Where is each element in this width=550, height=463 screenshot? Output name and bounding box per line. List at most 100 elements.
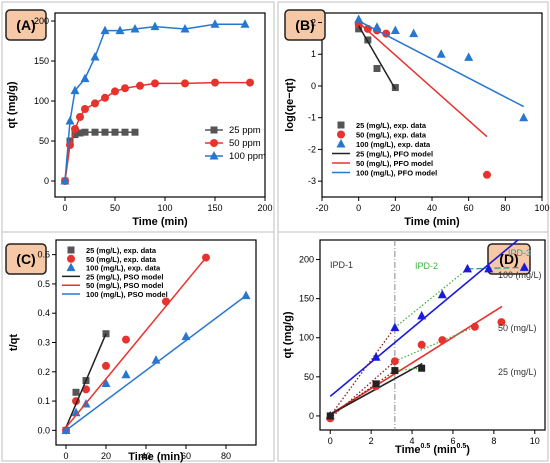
plot-data — [61, 253, 251, 435]
data-point — [326, 412, 334, 420]
series-2 — [60, 19, 250, 185]
y-tick-label: 0 — [309, 411, 314, 421]
data-point — [90, 52, 100, 61]
x-tick-label: 40 — [141, 451, 151, 461]
x-tick-label: 2 — [369, 436, 374, 446]
y-tick-label: 0.2 — [37, 367, 50, 377]
x-tick-label: 0 — [328, 436, 333, 446]
data-point — [364, 36, 372, 44]
data-point — [76, 113, 84, 121]
data-point — [101, 93, 109, 102]
data-point — [409, 28, 419, 38]
x-tick-label: 60 — [181, 451, 191, 461]
panel-label: (A) — [16, 17, 35, 33]
x-axis-title: Time (min) — [132, 216, 188, 228]
data-point — [71, 131, 79, 139]
data-point — [101, 378, 111, 387]
panel-label-box — [5, 9, 47, 41]
data-point — [240, 19, 250, 28]
data-point — [70, 85, 80, 95]
data-point — [391, 84, 399, 92]
fit-line — [394, 326, 476, 362]
data-point — [111, 128, 119, 136]
annotation-label: 25 (mg/L) — [498, 367, 537, 377]
y-tick-label: 200 — [299, 255, 314, 265]
fit-line — [394, 268, 468, 329]
y-ticks: -3 -2 -1 0 1 2 — [308, 18, 322, 186]
x-tick-label: -20 — [315, 203, 328, 213]
data-point — [81, 128, 89, 136]
plot-data — [354, 14, 529, 179]
legend-swatch-marker — [210, 126, 218, 134]
model-line — [65, 295, 247, 431]
data-point — [437, 289, 447, 299]
y-ticks: 0 50 100 150 200 — [34, 16, 55, 186]
legend-swatch-marker — [209, 151, 219, 160]
legend-swatch-marker — [337, 130, 345, 139]
x-tick-label: 6 — [450, 436, 455, 446]
x-axis-title: Time (min) — [128, 451, 184, 463]
y-axis-title: log(qe−qt) — [284, 78, 296, 132]
data-point — [82, 385, 90, 394]
y-tick-label: 50 — [304, 372, 314, 382]
data-point — [71, 125, 79, 133]
data-point — [436, 49, 446, 58]
fit-line — [329, 327, 396, 417]
data-point — [81, 105, 89, 113]
annotation-label: 100 (mg/L) — [498, 270, 542, 280]
data-point — [121, 84, 129, 93]
data-point — [76, 129, 84, 137]
x-axis-title: Time (min) — [404, 216, 460, 228]
panel-b: (B) -20 0 20 40 60 80 100 -3 -2 -1 0 1 2 Time (min) log… — [277, 1, 550, 233]
data-point — [519, 262, 529, 271]
series-0 — [325, 262, 529, 420]
legend-label: 25 (mg/L), PSO model — [86, 272, 164, 281]
data-point — [151, 79, 159, 88]
data-point — [373, 65, 381, 73]
panel-label: (D) — [499, 251, 518, 267]
series-4 — [65, 257, 207, 428]
x-ticks: 0 50 100 150 200 — [62, 197, 273, 213]
plot-area — [54, 12, 266, 198]
data-point — [438, 336, 447, 345]
annotation-label: 50 (mg/L) — [498, 323, 537, 333]
panel-label-box — [284, 9, 326, 41]
legend-label: 50 ppm — [229, 138, 261, 149]
series-1 — [326, 318, 506, 423]
x-tick-label: 80 — [500, 203, 510, 213]
x-ticks: 0 2 4 6 8 10 — [328, 430, 540, 446]
panel-label: (C) — [16, 251, 35, 267]
data-point — [136, 81, 144, 90]
legend-label: 100 (mg/L), exp. data — [86, 264, 161, 273]
x-tick-label: 100 — [157, 203, 172, 213]
fit-line — [467, 266, 525, 270]
data-point — [211, 78, 219, 87]
y-tick-label: 0.6 — [37, 250, 50, 260]
x-axis-title: Time0.5 (min0.5) — [395, 443, 470, 456]
y-axis-title: qt (mg/g) — [6, 81, 18, 128]
x-tick-label: 200 — [257, 203, 272, 213]
y-tick-label: -3 — [308, 176, 316, 186]
x-tick-label: 50 — [110, 203, 120, 213]
legend-label: 50 (mg/L), exp. data — [356, 131, 427, 140]
data-point — [246, 78, 254, 87]
data-point — [60, 176, 70, 185]
data-point — [150, 21, 160, 31]
legend-swatch-marker — [337, 121, 345, 129]
data-point — [372, 380, 380, 388]
legend-swatch-marker — [67, 254, 75, 263]
data-point — [91, 99, 99, 108]
fit-line — [329, 240, 520, 397]
y-tick-label: 50 — [39, 136, 49, 146]
legend-swatch-marker — [66, 262, 76, 272]
panel-c: (C) 0 20 40 60 80 0.0 0.1 0.2 0.3 0.4 0.5 0.6 Time (m… — [1, 231, 275, 463]
y-tick-label: -1 — [308, 113, 316, 123]
data-point — [91, 128, 99, 136]
legend-label: 100 ppm — [229, 151, 266, 162]
legend-label: 25 ppm — [229, 125, 261, 136]
data-point — [115, 25, 125, 35]
series-0 — [355, 25, 399, 92]
data-point — [80, 73, 90, 83]
fit-line — [329, 370, 396, 417]
